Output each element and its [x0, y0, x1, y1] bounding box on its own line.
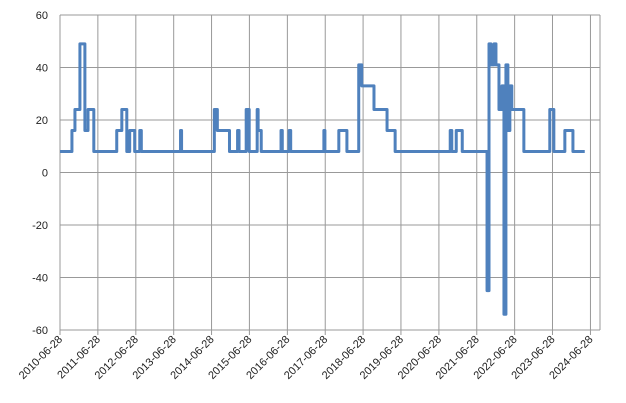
y-tick-label: 0 [42, 168, 48, 180]
y-tick-label: -60 [32, 325, 48, 337]
y-tick-label: 40 [36, 63, 48, 75]
y-tick-label: -20 [32, 220, 48, 232]
y-tick-label: 20 [36, 115, 48, 127]
data-line [60, 42, 585, 316]
y-tick-label: -40 [32, 273, 48, 285]
y-tick-label: 60 [36, 10, 48, 22]
